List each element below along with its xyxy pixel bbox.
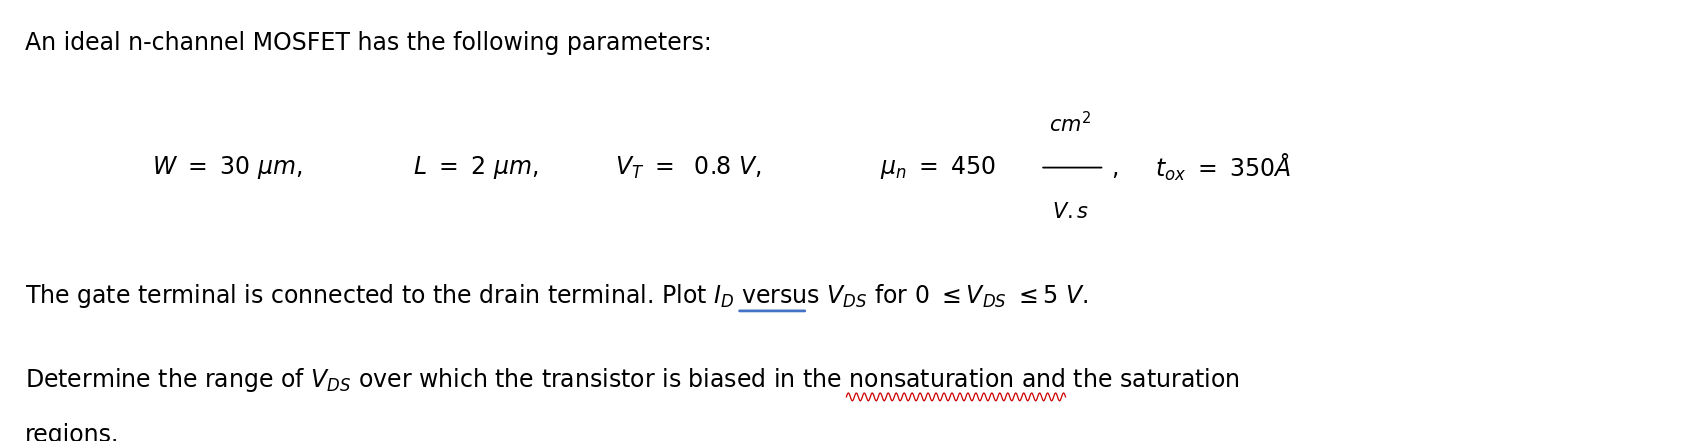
Text: An ideal n-channel MOSFET has the following parameters:: An ideal n-channel MOSFET has the follow…	[25, 31, 711, 55]
Text: $cm^2$: $cm^2$	[1049, 111, 1093, 136]
Text: $L\ =\ 2\ \mu m,$: $L\ =\ 2\ \mu m,$	[413, 154, 538, 181]
Text: $\mu_n\ =\ 450$: $\mu_n\ =\ 450$	[880, 154, 996, 181]
Text: ,: ,	[1111, 156, 1118, 179]
Text: $W\ =\ 30\ \mu m,$: $W\ =\ 30\ \mu m,$	[152, 154, 302, 181]
Text: $V_T\ =\ \ 0.8\ V,$: $V_T\ =\ \ 0.8\ V,$	[615, 154, 762, 181]
Text: Determine the range of $V_{DS}$ over which the transistor is biased in the nonsa: Determine the range of $V_{DS}$ over whi…	[25, 366, 1239, 394]
Text: $V.s$: $V.s$	[1052, 202, 1089, 222]
Text: regions.: regions.	[25, 423, 120, 441]
Text: The gate terminal is connected to the drain terminal. Plot $I_D$ versus $V_{DS}$: The gate terminal is connected to the dr…	[25, 282, 1089, 310]
Text: $t_{ox}\ =\ 350\AA$: $t_{ox}\ =\ 350\AA$	[1155, 152, 1291, 183]
